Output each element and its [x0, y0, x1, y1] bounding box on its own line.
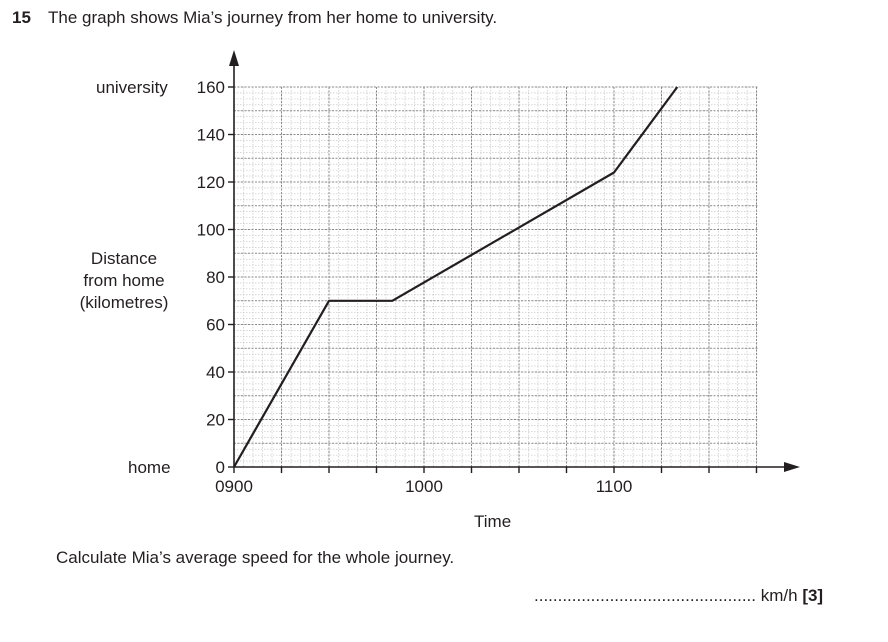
- x-tick-label: 1100: [596, 477, 633, 496]
- y-tick-label: 0: [216, 458, 225, 477]
- question-text: The graph shows Mia’s journey from her h…: [48, 8, 498, 27]
- journey-line: [233, 86, 679, 468]
- task-text: Calculate Mia’s average speed for the wh…: [56, 548, 455, 567]
- y-tick-label: 120: [197, 173, 225, 192]
- y-axis-label-line-3: (kilometres): [79, 293, 169, 312]
- y-tick-label: 60: [206, 316, 225, 335]
- y-axis-label-line-2: from home: [83, 271, 165, 290]
- x-axis-label: Time: [474, 512, 512, 531]
- answer-dots[interactable]: ........................................…: [534, 586, 756, 605]
- y-top-label: university: [96, 78, 168, 97]
- x-axis-arrow: [784, 462, 800, 472]
- y-axis-label: Distance from home (kilometres): [70, 248, 178, 314]
- y-tick-label: 20: [206, 411, 225, 430]
- y-tick-label: 160: [197, 78, 225, 97]
- y-axis-arrow: [229, 50, 239, 66]
- answer-line: ........................................…: [534, 586, 823, 606]
- question-number: 15: [12, 8, 31, 27]
- y-tick-label: 40: [206, 363, 225, 382]
- y-tick-label: 100: [197, 221, 225, 240]
- y-bottom-label: home: [128, 458, 171, 477]
- x-tick-label: 1000: [405, 477, 443, 496]
- answer-marks: [3]: [802, 586, 824, 605]
- y-tick-label: 140: [197, 126, 225, 145]
- answer-unit: km/h: [760, 586, 798, 605]
- y-axis-label-line-1: Distance: [90, 249, 158, 268]
- x-tick-label: 0900: [215, 477, 253, 496]
- y-tick-label: 80: [206, 268, 225, 287]
